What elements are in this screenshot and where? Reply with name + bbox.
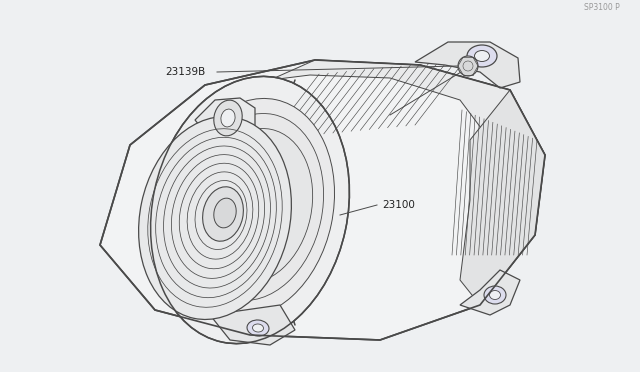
Ellipse shape <box>490 291 500 299</box>
Text: 23139B: 23139B <box>165 67 205 77</box>
Ellipse shape <box>139 116 291 320</box>
Text: SP3100 P: SP3100 P <box>584 3 620 12</box>
Ellipse shape <box>484 286 506 304</box>
Ellipse shape <box>214 198 236 228</box>
Polygon shape <box>460 270 520 315</box>
Ellipse shape <box>172 99 335 318</box>
Polygon shape <box>210 305 295 345</box>
Polygon shape <box>415 42 520 88</box>
Ellipse shape <box>203 187 243 241</box>
Polygon shape <box>270 60 545 155</box>
Ellipse shape <box>467 45 497 67</box>
Ellipse shape <box>458 56 478 76</box>
Polygon shape <box>195 98 255 140</box>
Ellipse shape <box>221 109 235 127</box>
Polygon shape <box>100 60 545 340</box>
Polygon shape <box>460 90 545 305</box>
Ellipse shape <box>150 76 349 344</box>
Ellipse shape <box>247 320 269 336</box>
Ellipse shape <box>184 113 324 301</box>
Ellipse shape <box>474 51 490 61</box>
Text: 23100: 23100 <box>382 200 415 210</box>
Ellipse shape <box>253 324 264 332</box>
Ellipse shape <box>197 128 313 283</box>
Ellipse shape <box>214 100 242 136</box>
